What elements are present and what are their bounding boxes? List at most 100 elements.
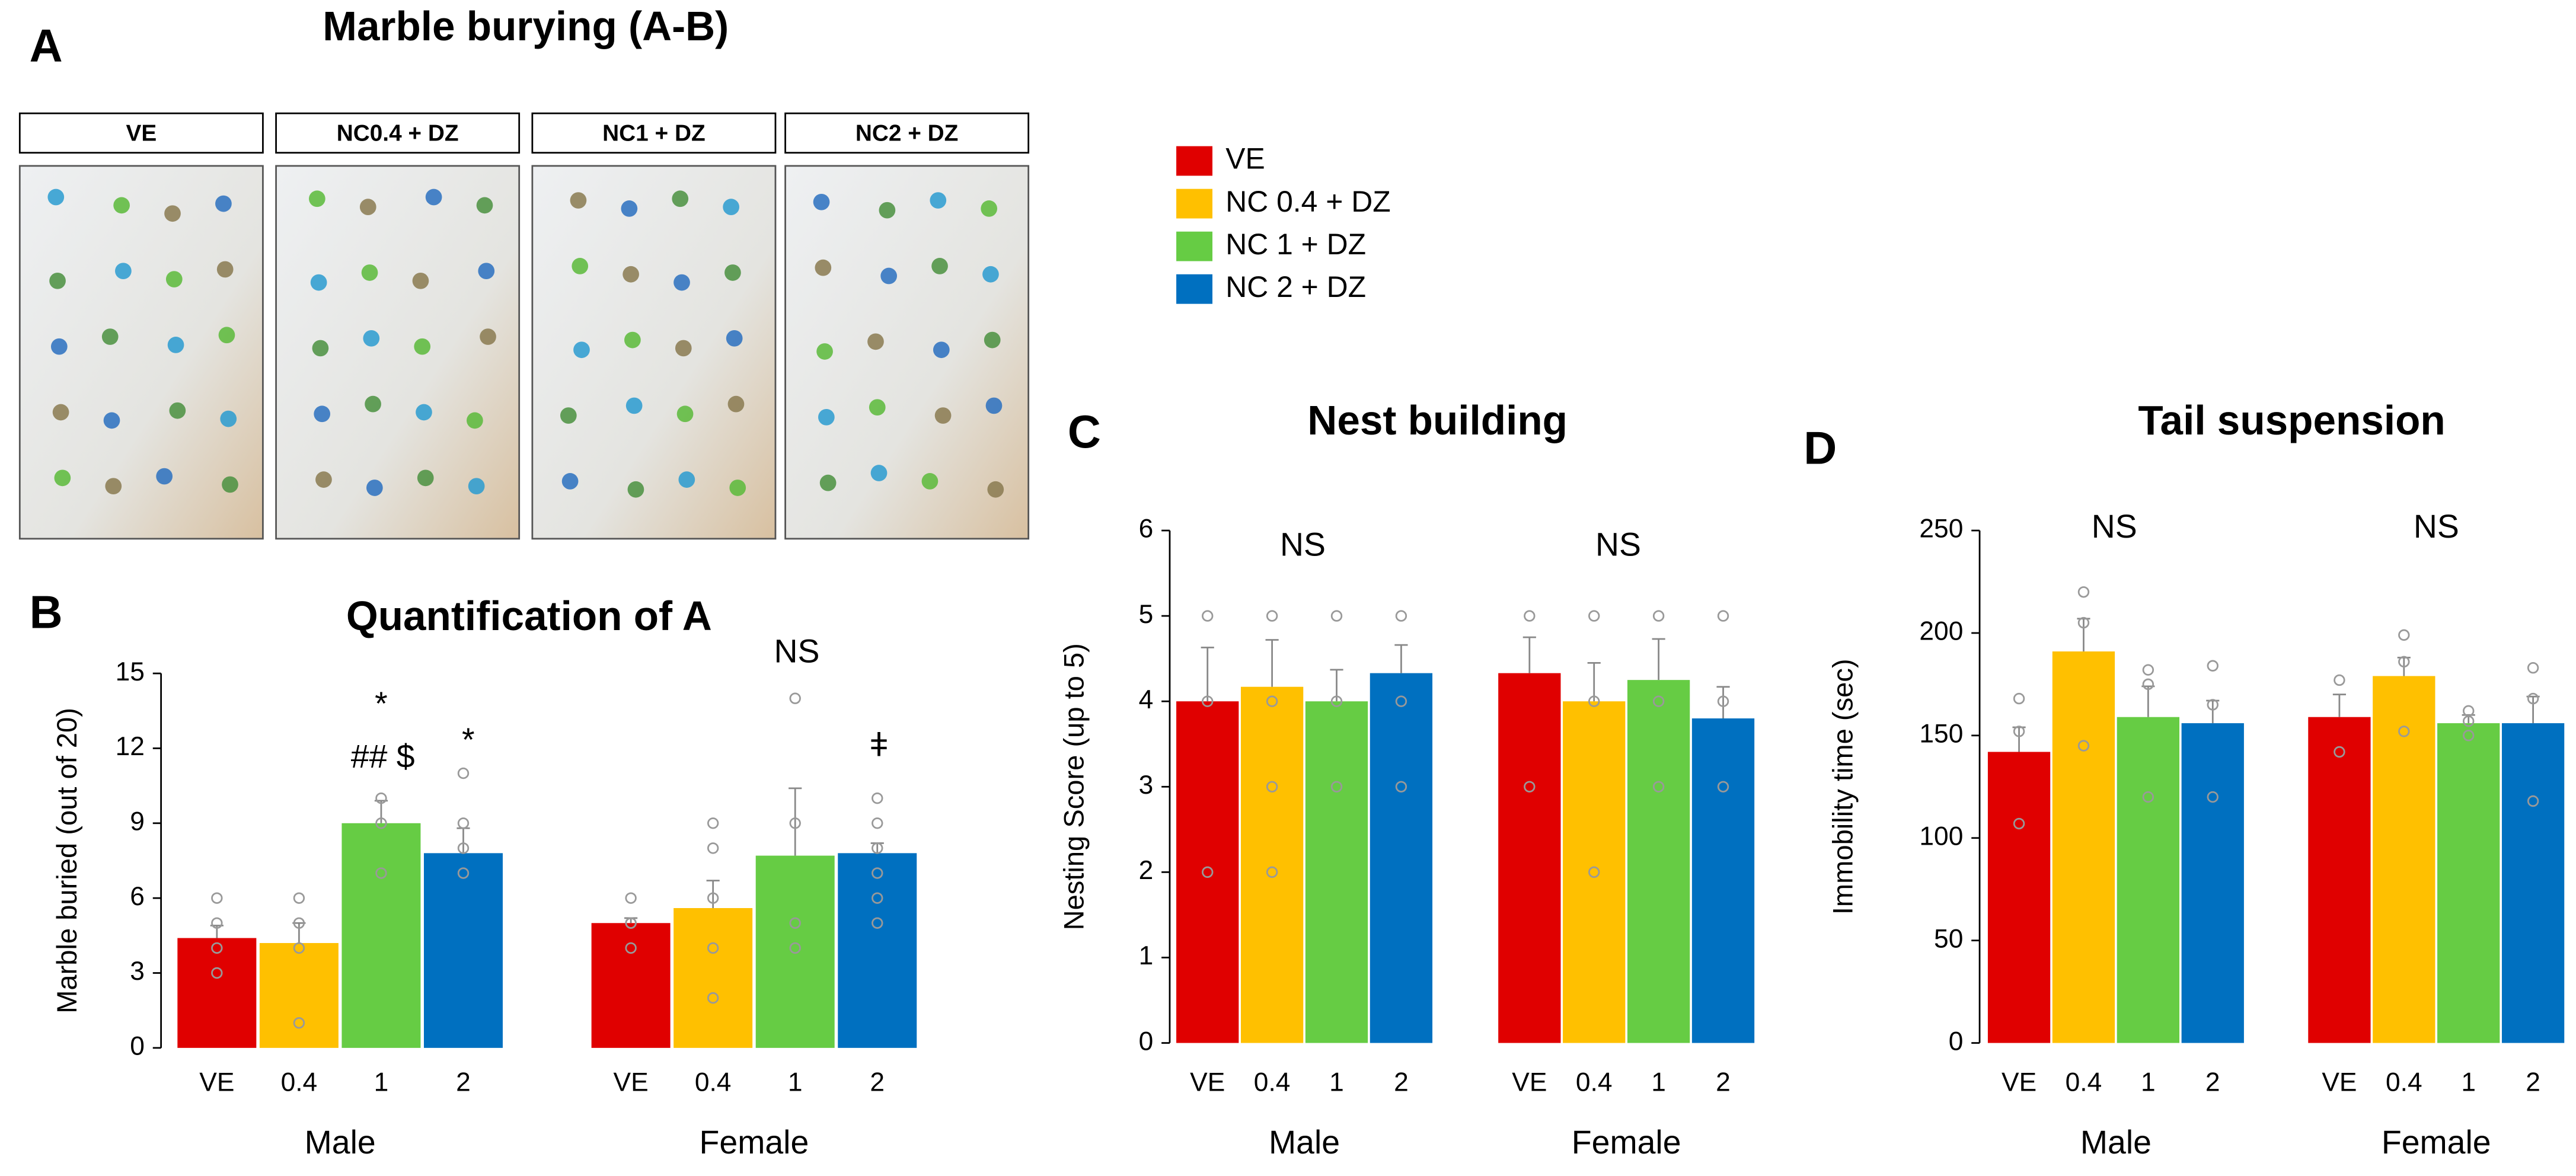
data-point [1202,695,1214,707]
panel-letter: D [1803,423,1837,474]
marble [560,407,577,424]
marble [819,474,837,491]
marble [673,274,690,291]
panel-letter: A [30,21,63,72]
bar-label: 0.4 [1254,1068,1291,1097]
bar [2052,651,2115,1043]
group-label: Male [1269,1124,1340,1161]
bar-label: 1 [2141,1068,2156,1097]
marble [312,340,329,357]
marble [880,267,898,285]
marble [101,328,119,345]
chart-title: Nest building [1307,397,1568,443]
data-point [2013,692,2025,705]
y-axis-label: Nesting Score (up to 5) [1058,643,1089,930]
data-point [625,892,637,904]
legend-label: NC 2 + DZ [1225,270,1366,303]
marble [572,258,589,274]
legend-label: VE [1225,142,1265,175]
marble [156,468,173,485]
bar [673,908,753,1048]
data-point [457,842,470,854]
data-point [457,817,470,829]
annotation: * [462,721,475,758]
data-point [1652,610,1665,622]
bar-label: VE [2002,1068,2036,1097]
data-point [872,917,883,929]
bar [2437,723,2500,1043]
data-point [789,692,801,704]
marble [167,337,184,353]
data-point [2334,674,2345,686]
marble [412,272,429,289]
bar [2181,723,2244,1043]
y-tick-label: 0 [1139,1027,1154,1056]
data-point [2398,726,2410,737]
bar [755,855,835,1048]
bar [1370,673,1433,1043]
marble [813,193,830,210]
marble [624,331,641,349]
chart-title: Quantification of A [346,593,712,639]
marble [676,405,694,423]
data-point [293,917,305,929]
bar-label: 2 [870,1068,885,1097]
data-point [1524,781,1536,792]
marble [467,412,483,429]
data-point [2077,586,2090,598]
data-point [375,817,387,829]
data-point [2463,715,2475,727]
data-point [457,867,470,879]
marble [165,271,183,287]
marble [309,190,325,207]
marble [981,200,998,217]
y-tick-label: 4 [1139,685,1154,714]
legend-swatch [1176,188,1213,219]
marble [480,328,496,345]
marble [934,407,952,424]
marble [870,465,888,481]
bar-label: 1 [1329,1068,1344,1097]
data-point [2207,660,2219,672]
y-tick-label: 6 [130,882,145,911]
annotation: NS [774,632,820,669]
chart-title: Tail suspension [2138,397,2445,443]
data-point [211,917,223,929]
marble [985,397,1003,414]
marble [47,188,65,206]
y-tick-label: 6 [1139,514,1154,544]
bar-label: VE [199,1068,234,1097]
bar-label: 1 [374,1068,389,1097]
marble [476,197,493,214]
marble [164,205,181,222]
label-box [275,112,521,154]
bar [423,853,503,1048]
data-point [2398,629,2410,641]
marble [314,405,331,423]
marble [468,478,485,495]
data-point [2207,791,2219,803]
marble [218,327,235,344]
data-point [1202,610,1214,622]
annotation: ## $ [351,738,415,775]
condition-label: VE [126,120,157,146]
data-point [1524,610,1536,622]
marble [105,478,122,495]
y-tick-label: 0 [1949,1027,1964,1056]
data-point [1266,610,1278,622]
data-point [789,917,801,929]
marble [49,272,66,289]
marble [50,338,68,355]
marble [103,412,120,429]
y-tick-label: 50 [1934,924,1963,953]
bar [1563,701,1626,1043]
data-point [789,817,801,829]
y-tick-label: 200 [1919,617,1963,646]
marble [984,331,1001,349]
bar-label: 2 [2205,1068,2220,1097]
marble [678,471,695,488]
marble [363,330,380,347]
marble [54,469,71,487]
bar [591,923,671,1048]
bar-label: 1 [788,1068,803,1097]
